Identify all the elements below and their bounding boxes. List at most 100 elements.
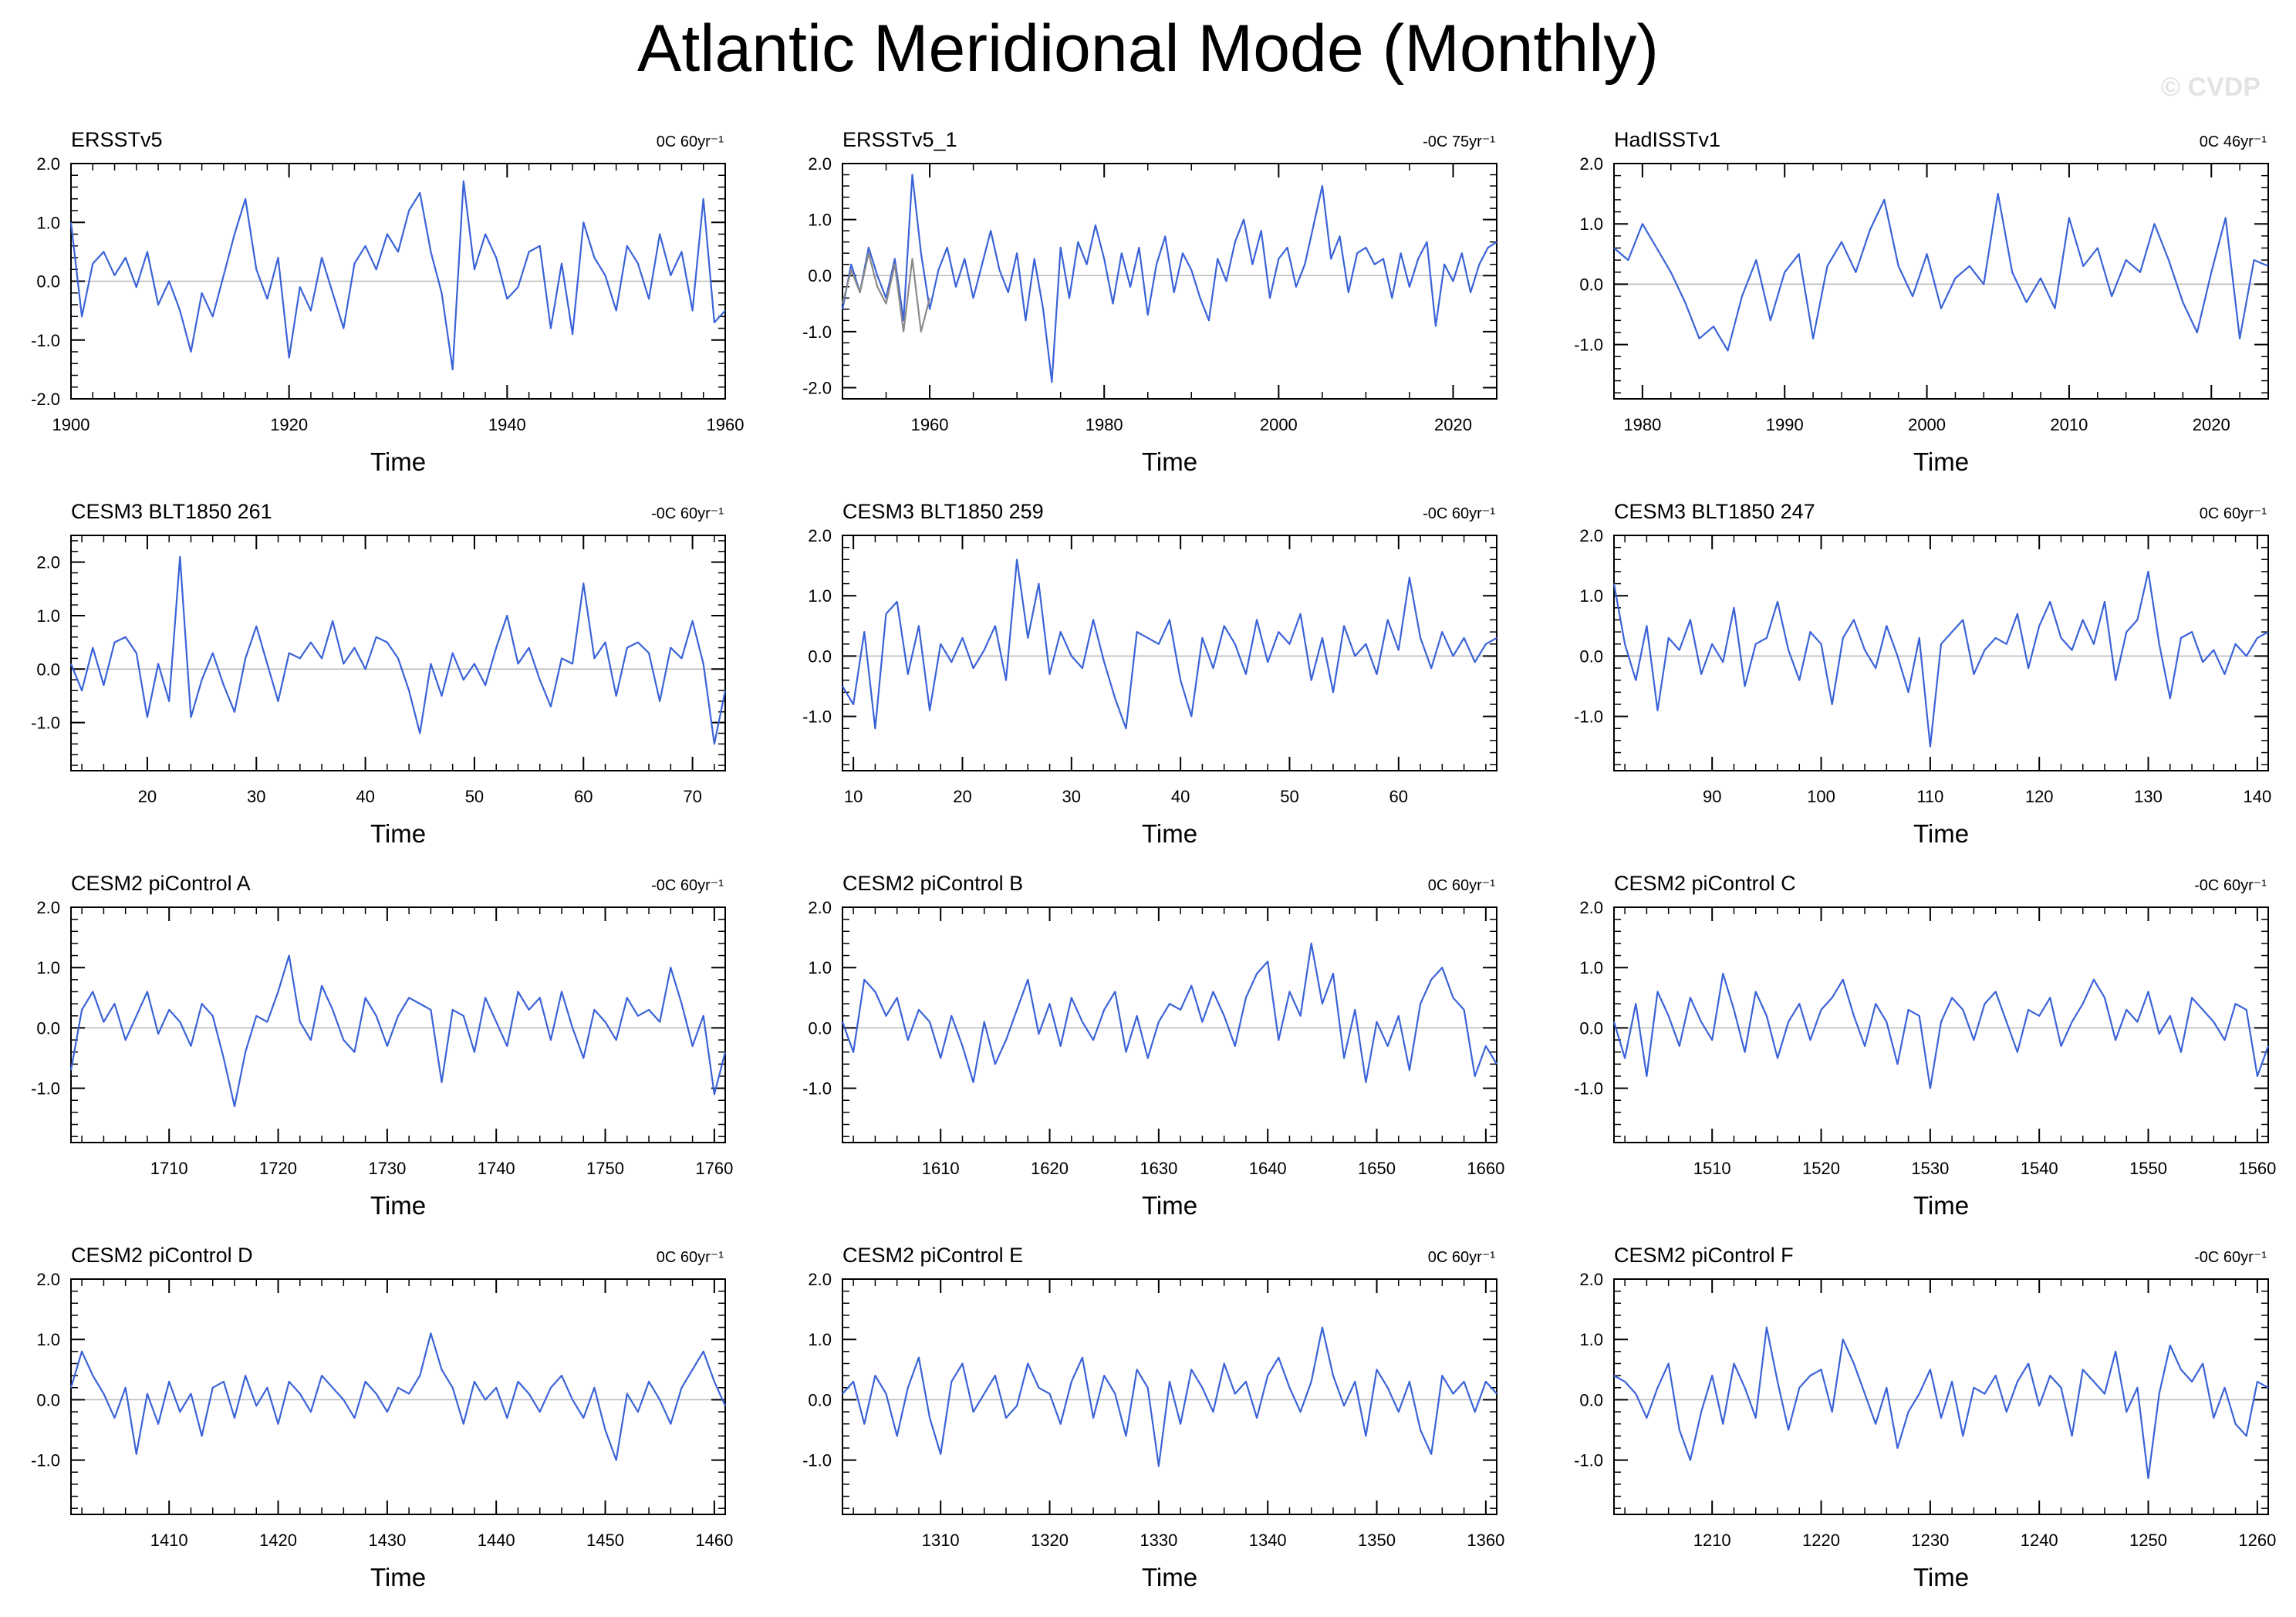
series-line-1: [69, 954, 727, 1108]
x-tick-label: 1460: [695, 1531, 733, 1550]
x-axis-label: Time: [1913, 1563, 1969, 1592]
y-tick-label: 0.0: [808, 1390, 832, 1409]
series-line-1: [69, 1332, 727, 1461]
chart-panel-11: 1310 1320 1330 1340 1350 1360 2.0 1.0 0.0 -1.0 CES…: [802, 1244, 1504, 1592]
x-tick-label: 1750: [586, 1159, 624, 1178]
x-tick-label: 1430: [368, 1531, 406, 1550]
plot-frame: [842, 1278, 1497, 1515]
panel-title: ERSSTv5_1: [842, 128, 957, 151]
y-tick-label: 0.0: [36, 660, 60, 679]
x-tick-label: 40: [356, 787, 374, 806]
y-tick-label: 0.0: [36, 1018, 60, 1038]
x-tick-label: 1410: [150, 1531, 188, 1550]
x-axis-label: Time: [370, 1191, 426, 1220]
x-tick-label: 100: [1807, 787, 1835, 806]
y-tick-label: 1.0: [36, 958, 60, 977]
x-tick-label: 1320: [1031, 1531, 1069, 1550]
trend-label: 0C 60yr⁻¹: [1428, 877, 1496, 894]
chart-panel-12: 1210 1220 1230 1240 1250 1260 2.0 1.0 0.0 -1.0 CES…: [1574, 1244, 2276, 1592]
y-tick-label: -1.0: [802, 707, 832, 727]
x-tick-label: 1980: [1623, 415, 1661, 434]
x-tick-label: 1420: [259, 1531, 297, 1550]
x-axis-label: Time: [1142, 1191, 1197, 1220]
series-line-1: [69, 180, 726, 370]
x-tick-label: 130: [2134, 787, 2163, 806]
y-tick-label: 2.0: [808, 154, 832, 174]
y-tick-label: -1.0: [802, 322, 832, 342]
x-axis-label: Time: [1913, 447, 1969, 476]
x-tick-label: 1310: [922, 1531, 960, 1550]
x-tick-label: 2000: [1260, 415, 1298, 434]
x-tick-label: 1360: [1467, 1531, 1504, 1550]
watermark: © CVDP: [2161, 73, 2261, 102]
y-tick-label: -1.0: [31, 331, 60, 350]
panel-title: CESM2 piControl D: [71, 1244, 253, 1267]
y-tick-label: 0.0: [808, 646, 832, 666]
x-axis-label: Time: [1142, 447, 1197, 476]
plot-frame: [842, 535, 1497, 771]
chart-panel-7: 1710 1720 1730 1740 1750 1760 2.0 1.0 0.0 -1.0 CES…: [31, 872, 733, 1220]
y-tick-label: 1.0: [808, 958, 832, 977]
chart-panel-5: 10 20 30 40 50 60 2.0 1.0 0.0 -1.0 CESM3 BLT1850 2…: [802, 500, 1497, 848]
y-tick-label: 2.0: [36, 553, 60, 572]
y-tick-label: 1.0: [1579, 586, 1603, 606]
x-tick-label: 1530: [1911, 1159, 1949, 1178]
y-tick-label: 1.0: [1579, 214, 1603, 234]
x-tick-label: 1990: [1766, 415, 1804, 434]
x-tick-label: 1210: [1693, 1531, 1731, 1550]
y-tick-label: 1.0: [36, 1330, 60, 1349]
panel-title: CESM3 BLT1850 261: [71, 500, 272, 523]
x-tick-label: 140: [2244, 787, 2272, 806]
y-tick-label: -1.0: [31, 1451, 60, 1470]
trend-label: -0C 60yr⁻¹: [2194, 1249, 2267, 1266]
x-tick-label: 50: [465, 787, 484, 806]
y-tick-label: -1.0: [1574, 336, 1603, 355]
x-tick-label: 1220: [1802, 1531, 1840, 1550]
plot-frame: [70, 906, 726, 1143]
y-tick-label: 1.0: [808, 211, 832, 230]
x-axis-label: Time: [370, 1563, 426, 1592]
series-line-1: [842, 559, 1497, 730]
panel-title: HadISSTv1: [1614, 128, 1720, 151]
y-tick-label: -1.0: [1574, 707, 1603, 727]
y-tick-label: -1.0: [1574, 1451, 1603, 1470]
x-tick-label: 2000: [1908, 415, 1946, 434]
x-tick-label: 1940: [488, 415, 526, 434]
chart-panel-10: 1410 1420 1430 1440 1450 1460 2.0 1.0 0.0 -1.0 CES…: [31, 1244, 733, 1592]
x-axis-label: Time: [1913, 819, 1969, 848]
chart-panel-3: 1980 1990 2000 2010 2020 2.0 1.0 0.0 -1.0 HadISST…: [1574, 128, 2269, 476]
x-tick-label: 1330: [1140, 1531, 1177, 1550]
x-tick-label: 1510: [1693, 1159, 1731, 1178]
x-tick-label: 1550: [2129, 1159, 2167, 1178]
x-tick-label: 1660: [1467, 1159, 1504, 1178]
trend-label: -0C 60yr⁻¹: [2194, 877, 2267, 894]
panel-title: CESM2 piControl C: [1614, 872, 1796, 895]
trend-label: 0C 60yr⁻¹: [2200, 505, 2267, 522]
y-tick-label: 2.0: [1579, 1270, 1603, 1289]
y-tick-label: 2.0: [808, 526, 832, 545]
y-tick-label: -1.0: [31, 1079, 60, 1099]
x-tick-label: 50: [1280, 787, 1298, 806]
y-tick-label: 2.0: [1579, 526, 1603, 545]
series-line-1: [1612, 570, 2269, 748]
y-tick-label: 2.0: [1579, 898, 1603, 917]
x-tick-label: 1720: [259, 1159, 297, 1178]
trend-label: -0C 60yr⁻¹: [651, 505, 724, 522]
x-tick-label: 2020: [2193, 415, 2230, 434]
y-tick-label: 1.0: [1579, 958, 1603, 977]
x-tick-label: 1900: [52, 415, 90, 434]
x-tick-label: 1350: [1358, 1531, 1396, 1550]
y-tick-label: 1.0: [808, 586, 832, 606]
x-tick-label: 1560: [2238, 1159, 2276, 1178]
plot-frame: [1613, 163, 2269, 400]
y-tick-label: 0.0: [1579, 1018, 1603, 1038]
y-tick-label: 2.0: [808, 898, 832, 917]
chart-panel-2: 1960 1980 2000 2020 2.0 1.0 0.0 -1.0 -2.0 ERSSTv5…: [802, 128, 1497, 476]
x-tick-label: 1730: [368, 1159, 406, 1178]
x-tick-label: 1960: [911, 415, 949, 434]
y-tick-label: -1.0: [31, 714, 60, 733]
x-tick-label: 60: [1389, 787, 1408, 806]
series-line-1: [1613, 193, 2269, 352]
x-tick-label: 1960: [707, 415, 745, 434]
